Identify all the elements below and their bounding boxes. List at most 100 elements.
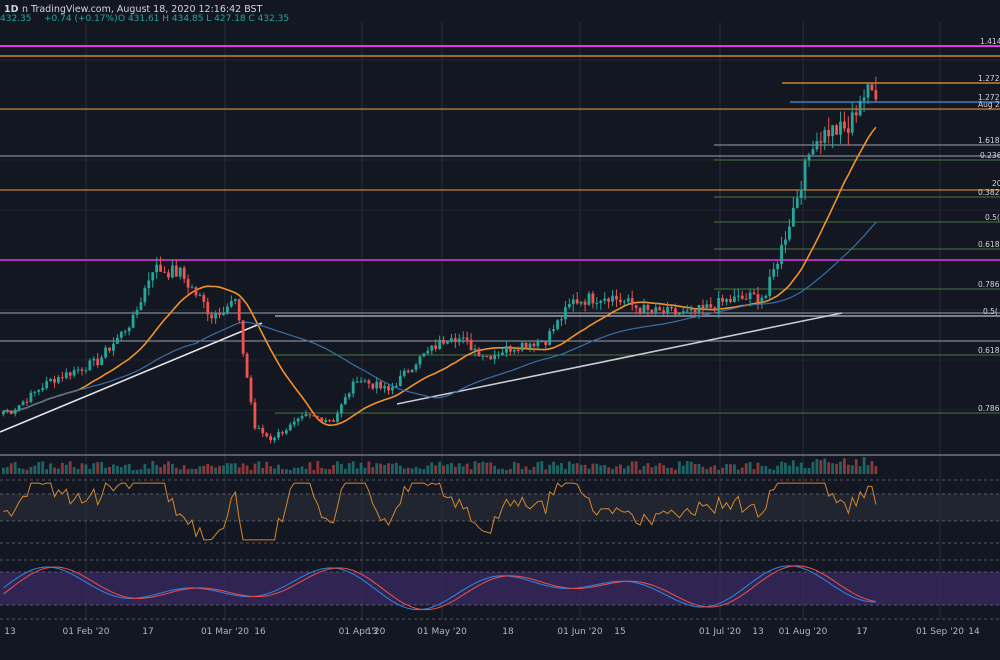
volume-bar <box>662 465 666 474</box>
fib-level-label: 1.272( <box>978 93 1000 102</box>
volume-bar <box>332 464 335 474</box>
candle-body <box>477 348 481 357</box>
volume-bar <box>815 458 819 474</box>
candle-body <box>316 416 320 418</box>
candle-body <box>839 121 842 135</box>
candle-body <box>752 292 756 295</box>
candle-body <box>127 327 131 332</box>
candle-body <box>807 154 811 161</box>
candle-body <box>406 370 410 373</box>
candle-body <box>308 414 312 416</box>
volume-bar <box>186 469 190 474</box>
volume-bar <box>497 469 500 474</box>
candle-body <box>395 385 398 388</box>
candle-body <box>583 301 587 305</box>
candle-body <box>650 309 654 313</box>
volume-bar <box>182 465 186 474</box>
volume-bar <box>371 467 375 474</box>
volume-bar <box>607 467 611 474</box>
volume-bar <box>803 468 807 474</box>
candle-body <box>332 420 335 422</box>
volume-bar <box>567 461 571 474</box>
candle-body <box>159 264 162 272</box>
volume-bar <box>843 458 846 474</box>
volume-bar <box>630 461 634 474</box>
candle-body <box>709 304 713 308</box>
candle-body <box>414 364 418 370</box>
candle-body <box>72 370 76 376</box>
volume-bar <box>674 469 677 474</box>
candle-body <box>780 244 783 264</box>
candle-body <box>88 360 92 371</box>
volume-bar <box>387 463 390 474</box>
x-tick-label: 01 Jul '20 <box>699 627 741 637</box>
candle-body <box>257 427 261 429</box>
volume-bar <box>375 463 379 474</box>
candle-body <box>53 378 56 383</box>
candle-body <box>642 304 646 314</box>
candle-body <box>540 341 544 343</box>
x-tick-label: 01 Feb '20 <box>62 627 109 637</box>
candle-body <box>402 370 406 376</box>
candle-body <box>473 348 477 351</box>
candlesticks <box>2 76 878 444</box>
volume-bar <box>481 461 485 474</box>
volume-bar <box>406 467 410 474</box>
volume-bar <box>438 461 442 474</box>
candle-body <box>615 295 618 300</box>
volume-bar <box>744 463 748 474</box>
volume-bar <box>174 467 178 474</box>
candle-body <box>49 378 52 382</box>
candle-body <box>465 337 469 340</box>
candle-body <box>119 331 123 338</box>
trendlines <box>0 312 843 433</box>
candle-body <box>229 300 233 307</box>
x-tick-label: 01 May '20 <box>417 627 467 637</box>
volume-bar <box>41 461 45 474</box>
volume-bar <box>477 462 481 474</box>
volume-bar <box>603 464 607 474</box>
candle-body <box>560 319 563 321</box>
volume-bar <box>721 467 724 474</box>
volume-bar <box>493 465 497 474</box>
volume-bar <box>5 467 9 474</box>
candle-body <box>563 307 567 320</box>
candle-body <box>732 296 736 302</box>
candle-body <box>846 128 850 133</box>
candle-body <box>9 410 13 414</box>
volume-bar <box>123 464 127 474</box>
fib-level-label: 1.618( <box>978 136 1000 145</box>
volume-bar <box>395 462 398 474</box>
volume-bar <box>599 465 603 474</box>
candle-body <box>713 307 717 311</box>
volume-bar <box>485 462 489 474</box>
volume-bar <box>780 461 783 474</box>
x-tick-label: 01 Mar '20 <box>201 627 249 637</box>
candle-body <box>827 129 831 137</box>
candle-body <box>670 307 673 309</box>
volume-bar <box>854 459 858 474</box>
candle-body <box>595 303 599 305</box>
candle-body <box>634 305 638 309</box>
candle-body <box>434 345 438 349</box>
volume-bar <box>791 460 795 474</box>
volume-bar <box>465 463 469 474</box>
candle-body <box>575 299 579 304</box>
candle-body <box>359 380 363 382</box>
volume-bar <box>571 463 575 474</box>
candle-body <box>508 346 512 352</box>
volume-bar <box>563 469 567 474</box>
candle-body <box>748 292 752 299</box>
volume-bar <box>190 468 194 474</box>
volume-bar <box>516 463 520 474</box>
candle-body <box>198 295 202 297</box>
volume-bar <box>383 464 387 474</box>
rsi-pane <box>0 479 1000 544</box>
candle-body <box>870 84 874 91</box>
candle-body <box>603 298 607 301</box>
volume-bar <box>583 464 587 474</box>
stoch-band <box>0 572 1000 605</box>
volume-bar <box>705 469 709 474</box>
volume-bar <box>80 463 84 474</box>
